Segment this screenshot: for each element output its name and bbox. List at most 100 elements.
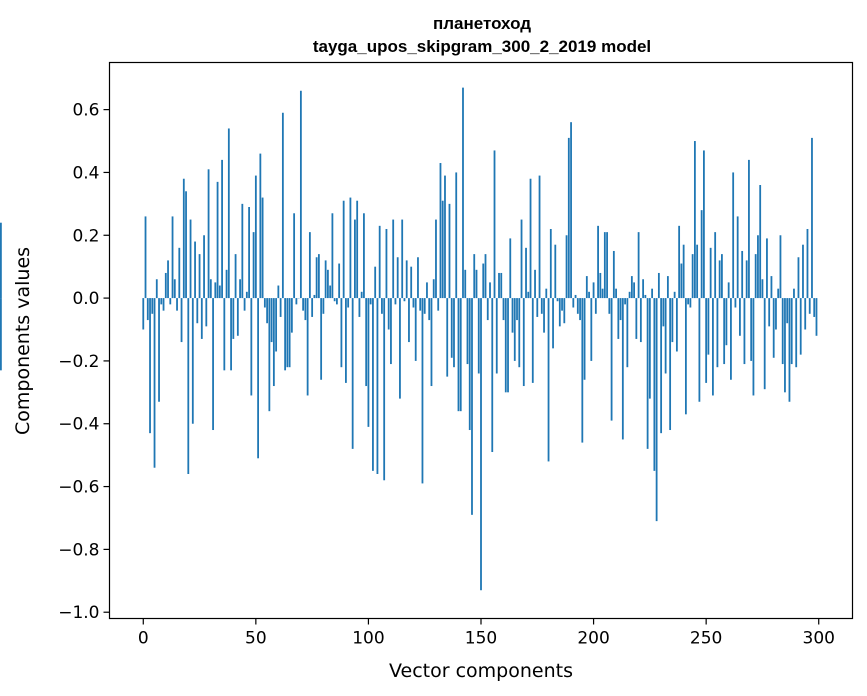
bar <box>691 254 694 299</box>
bar <box>0 298 2 371</box>
bar <box>745 260 748 299</box>
bar <box>502 298 505 321</box>
bar <box>639 298 642 343</box>
bar <box>189 219 192 299</box>
bar <box>169 298 172 305</box>
bar <box>464 269 467 299</box>
y-axis-label: Components values <box>12 247 34 435</box>
bar <box>608 298 611 314</box>
bar <box>563 298 566 324</box>
bar <box>453 298 455 368</box>
x-tick-label: 0 <box>138 629 149 649</box>
bar <box>239 279 241 299</box>
bar <box>673 291 676 299</box>
bar <box>655 298 658 522</box>
bar <box>439 163 442 299</box>
bar <box>682 244 685 299</box>
bar <box>471 298 473 515</box>
bar <box>635 298 638 339</box>
x-axis-ticks: 0 50 100 150 200 250 300 <box>138 618 835 649</box>
bar <box>504 298 507 393</box>
bar <box>621 298 624 440</box>
bar <box>628 291 631 299</box>
y-tick-label: −0.4 <box>58 415 99 435</box>
bar <box>223 298 226 371</box>
bar <box>579 298 581 321</box>
bar <box>725 298 728 346</box>
bar <box>768 298 771 327</box>
bar <box>567 137 570 299</box>
bar <box>410 266 413 299</box>
bar <box>367 298 370 427</box>
bar <box>178 247 181 299</box>
bar <box>554 244 557 299</box>
bar <box>646 298 649 449</box>
bar <box>698 298 701 402</box>
bar <box>784 298 786 393</box>
bar <box>721 254 723 299</box>
bar <box>358 298 361 317</box>
bar <box>716 298 719 368</box>
bar <box>513 298 516 361</box>
bar <box>615 288 617 299</box>
bar <box>705 298 708 383</box>
x-tick-label: 250 <box>690 629 722 649</box>
bar <box>279 298 282 317</box>
bar <box>450 298 453 358</box>
bar <box>457 298 460 412</box>
bar <box>565 235 568 299</box>
bar <box>491 298 494 453</box>
bar <box>619 298 622 321</box>
bar <box>214 282 217 299</box>
bar <box>218 285 221 299</box>
bar <box>678 225 681 299</box>
bar <box>793 288 795 299</box>
bar <box>146 298 149 321</box>
bar <box>547 298 550 462</box>
bar <box>185 191 187 299</box>
bar <box>421 298 424 484</box>
bar <box>624 298 626 305</box>
bar <box>601 288 604 299</box>
bar <box>293 213 296 299</box>
bar <box>212 298 214 431</box>
bar <box>592 282 595 299</box>
bar <box>525 247 527 299</box>
bar <box>241 203 244 299</box>
x-axis-label: Vector components <box>389 660 573 682</box>
x-tick-label: 50 <box>245 629 267 649</box>
bar <box>155 279 158 299</box>
bar <box>757 235 759 299</box>
bar <box>243 298 246 311</box>
bar <box>576 298 579 314</box>
bar <box>802 244 804 299</box>
bar <box>205 298 208 327</box>
bar <box>693 141 696 299</box>
bar <box>254 175 257 299</box>
y-tick-label: 0.4 <box>72 163 99 183</box>
bar <box>703 150 705 299</box>
bar <box>315 257 318 299</box>
bar <box>730 298 732 380</box>
bar <box>268 298 271 412</box>
bar <box>781 298 784 365</box>
bar <box>495 298 498 374</box>
bar <box>660 298 663 434</box>
bar <box>340 298 343 368</box>
bar <box>345 298 347 383</box>
bar <box>369 298 372 305</box>
bar <box>180 298 183 343</box>
bar <box>331 213 334 299</box>
y-tick-label: 0.2 <box>72 226 99 246</box>
bar <box>432 279 435 299</box>
bar <box>752 298 755 396</box>
bar <box>313 294 316 299</box>
bar <box>153 298 156 468</box>
bar <box>777 288 780 299</box>
bar <box>399 298 401 399</box>
bar <box>164 272 167 299</box>
bar <box>408 298 410 343</box>
bar <box>392 219 395 299</box>
bar <box>225 269 228 299</box>
bar <box>387 298 390 330</box>
